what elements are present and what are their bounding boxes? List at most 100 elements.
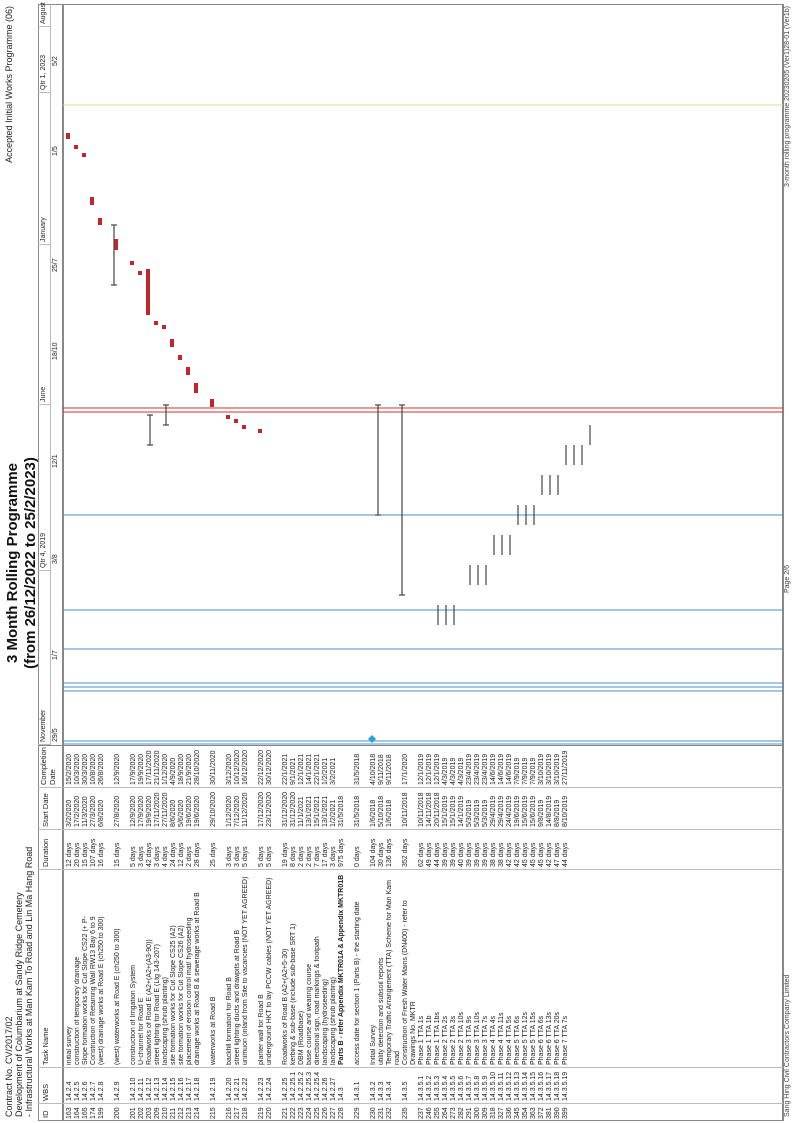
row-duration: 49 days [426, 842, 433, 867]
row-duration: 42 days [146, 842, 153, 867]
row-start-date: 15/1/2019 [442, 795, 449, 827]
row-id: 228 [338, 1107, 345, 1119]
row-wbs: 14.2.8 [98, 1081, 105, 1101]
task-bar [194, 383, 198, 393]
row-wbs: 14.2.21 [234, 1077, 241, 1101]
row-duration: 12 days [66, 842, 73, 867]
row-wbs: 14.3.5.18 [554, 1071, 561, 1101]
table-row: 372 14.3.5.16 Phase 6 TTA 6s 45 days 9/8/201… [538, 745, 546, 1123]
row-id: 246 [426, 1107, 433, 1119]
row-start-date: 13/1/2021 [306, 795, 313, 827]
row-start-date: 17/2/2020 [74, 795, 81, 827]
row-id: 216 [226, 1107, 233, 1119]
row-id: 203 [146, 1107, 153, 1119]
row-completion-date: 7/9/2019 [522, 757, 529, 785]
row-start-date: 1/6/2018 [370, 799, 377, 827]
row-completion-date: 17/1/2020 [402, 753, 409, 785]
row-start-date: 1/6/2018 [386, 799, 393, 827]
row-duration: 2 days [306, 846, 313, 867]
company-name: Sang Hing Civil Contractors Company Limi… [784, 974, 791, 1117]
row-task-name: Phase 4 TTA 11s [498, 1012, 505, 1065]
row-id: 363 [530, 1107, 537, 1119]
row-completion-date: 9/1/2021 [290, 757, 297, 785]
row-duration: 39 days [442, 842, 449, 867]
table-row: 225 14.2.25.4 directional sign, road marki… [314, 745, 322, 1123]
row-duration: 40 days [458, 842, 465, 867]
row-completion-date: 26/8/2020 [98, 753, 105, 785]
row-start-date: 8/10/2019 [562, 795, 569, 827]
row-duration: 28 days [194, 842, 201, 867]
row-id: 164 [74, 1107, 81, 1119]
timescale-bottom-labels: 29/5 1/7 3/8 12/1 18/10 25/7 1/5 5/2 [50, 4, 62, 745]
row-completion-date [338, 747, 354, 785]
task-bar [242, 425, 246, 429]
row-start-date: 8/6/2020 [170, 799, 177, 827]
row-duration: 42 days [506, 842, 513, 867]
row-wbs: 14.3.3 [378, 1081, 385, 1101]
row-completion-date: 3/10/2019 [538, 753, 545, 785]
row-task-name: utility detection and subsoil reports [378, 957, 385, 1065]
row-id: 227 [330, 1107, 337, 1119]
table-row: 318 14.3.5.10 Phase 4 TTA 4s 38 days 29/4/20… [490, 745, 498, 1123]
task-bar [186, 367, 190, 375]
row-completion-date: 18/9/2020 [178, 753, 185, 785]
timescale-bottom-label: 18/10 [52, 342, 59, 360]
row-id: 229 [354, 1107, 361, 1119]
row-task-name: access date for section 1 (Parts B) - th… [354, 901, 361, 1065]
row-task-name: Phase 4 TTA 5s [506, 1015, 513, 1065]
row-id: 212 [178, 1107, 185, 1119]
table-row: 309 14.3.5.9 Phase 3 TTA 7s 39 days 5/3/2019… [482, 745, 490, 1123]
row-completion-date: 1/2/2021 [322, 757, 329, 785]
row-wbs: 14.2.26 [322, 1077, 329, 1101]
row-task-name: Phase 7 TTA 7s [562, 1015, 569, 1065]
row-task-name: Temporary Traffic Arrangement (TTA) Sche… [386, 880, 401, 1065]
row-completion-date: 22/1/2021 [314, 753, 321, 785]
row-id: 273 [450, 1107, 457, 1119]
row-start-date: 23/12/2020 [266, 791, 273, 827]
page-number: Page 2/6 [784, 564, 791, 593]
row-task-name: Roadworks of Road B (A2+(A2+5-30) [282, 948, 289, 1065]
row-wbs: 14.2.4 [66, 1081, 73, 1101]
task-bar [114, 239, 118, 250]
row-completion-date: 14/6/2019 [506, 753, 513, 785]
row-id: 231 [378, 1107, 385, 1119]
row-task-name: Phase 5 TTA 15s [530, 1011, 537, 1065]
table-row: 210 14.2.14 landscaping (shrub planting) 4 … [162, 745, 170, 1123]
row-completion-date: 4/3/2019 [450, 757, 457, 785]
task-bar [98, 218, 102, 225]
row-start-date: 15/6/2019 [522, 795, 529, 827]
row-id: 217 [234, 1107, 241, 1119]
row-wbs: 14.3.2 [370, 1081, 377, 1101]
timescale-bottom-label: 29/5 [52, 728, 59, 742]
row-completion-date: 10/12/2020 [234, 749, 241, 785]
row-completion-date: 4/3/2019 [458, 757, 465, 785]
row-duration: 39 days [474, 842, 481, 867]
table-row: 246 14.3.5.2 Phase 1 TTA 1b 49 days 14/11/20… [426, 745, 434, 1123]
row-completion-date: 31/5/2018 [354, 753, 361, 785]
table-row: 213 14.2.17 placement of erosion control m… [186, 745, 194, 1123]
row-start-date: 13/1/2021 [322, 795, 329, 827]
row-duration: 3 days [234, 846, 241, 867]
row-id: 210 [162, 1107, 169, 1119]
timescale-top-label: Qtr 1, 2023 [40, 54, 47, 90]
row-start-date: 27/11/2020 [162, 792, 169, 827]
row-completion-date: 19/9/2020 [138, 753, 145, 785]
row-duration: 39 days [466, 842, 473, 867]
row-start-date: 5/10/2018 [378, 795, 385, 827]
row-start-date: 29/10/2020 [210, 791, 217, 827]
row-completion-date: 23/4/2019 [482, 753, 489, 785]
row-task-name: Slope formation works for Cut Slope CS22… [82, 916, 89, 1065]
row-start-date: 5/3/2019 [466, 799, 473, 827]
row-start-date: 31/12/2020 [282, 791, 289, 827]
table-row: 165 14.2.6 Slope formation works for Cut S… [82, 745, 90, 1123]
row-completion-date: 3/2/2021 [330, 757, 337, 785]
table-row: 224 14.2.25.3 base course and wearing cour… [306, 745, 314, 1123]
timescale-bottom-label: 1/7 [52, 650, 59, 660]
row-start-date: 6/8/2020 [98, 799, 105, 827]
gantt-chart [63, 104, 783, 745]
row-id: 224 [306, 1107, 313, 1119]
row-task-name: Phase 2 TTA 10s [458, 1011, 465, 1065]
task-bar [82, 153, 86, 157]
row-wbs: 14.3.5.17 [546, 1071, 553, 1101]
timescale-top-label: Qtr 4, 2019 [40, 532, 47, 568]
